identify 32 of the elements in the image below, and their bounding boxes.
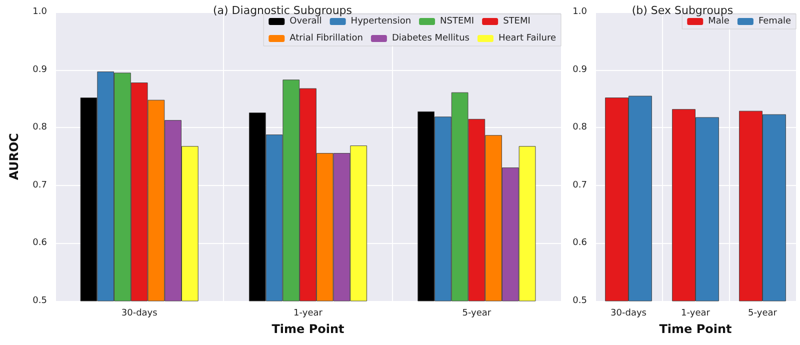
- x-axis-title: Time Point: [659, 322, 732, 336]
- legend-label: Female: [758, 16, 792, 26]
- y-tick-label: 0.7: [572, 180, 587, 190]
- legend-label: Overall: [290, 16, 322, 26]
- legend-label: Diabetes Mellitus: [392, 34, 470, 44]
- x-tick-label: 30-days: [121, 308, 158, 318]
- y-axis-title: AUROC: [7, 132, 21, 180]
- legend-label: Atrial Fibrillation: [290, 34, 363, 44]
- y-tick-label: 0.7: [32, 180, 47, 190]
- x-tick-label: 5-year: [462, 308, 492, 318]
- legend-label: NSTEMI: [440, 16, 474, 26]
- x-tick-label: 1-year: [681, 308, 710, 318]
- y-tick-label: 0.5: [32, 296, 47, 306]
- y-tick-label: 0.8: [572, 122, 588, 133]
- x-tick-label: 30-days: [610, 308, 647, 318]
- x-axis-title: Time Point: [272, 322, 345, 336]
- legend-label: STEMI: [503, 16, 530, 26]
- y-tick-label: 0.9: [32, 64, 48, 75]
- legend-label: Heart Failure: [498, 34, 556, 44]
- legend-label: Male: [708, 16, 730, 26]
- chart-title: (a) Diagnostic Subgroups: [212, 4, 352, 17]
- y-tick-label: 1.0: [32, 7, 48, 17]
- y-tick-label: 0.5: [572, 296, 587, 306]
- y-tick-label: 0.8: [32, 122, 48, 133]
- y-tick-label: 0.6: [32, 238, 48, 248]
- legend-label: Hypertension: [350, 16, 412, 26]
- y-tick-label: 0.9: [572, 64, 588, 75]
- chart-title: (b) Sex Subgroups: [632, 4, 734, 17]
- y-tick-label: 0.6: [572, 238, 588, 248]
- y-tick-label: 1.0: [572, 7, 588, 17]
- x-tick-label: 5-year: [748, 308, 778, 318]
- x-tick-label: 1-year: [294, 308, 323, 318]
